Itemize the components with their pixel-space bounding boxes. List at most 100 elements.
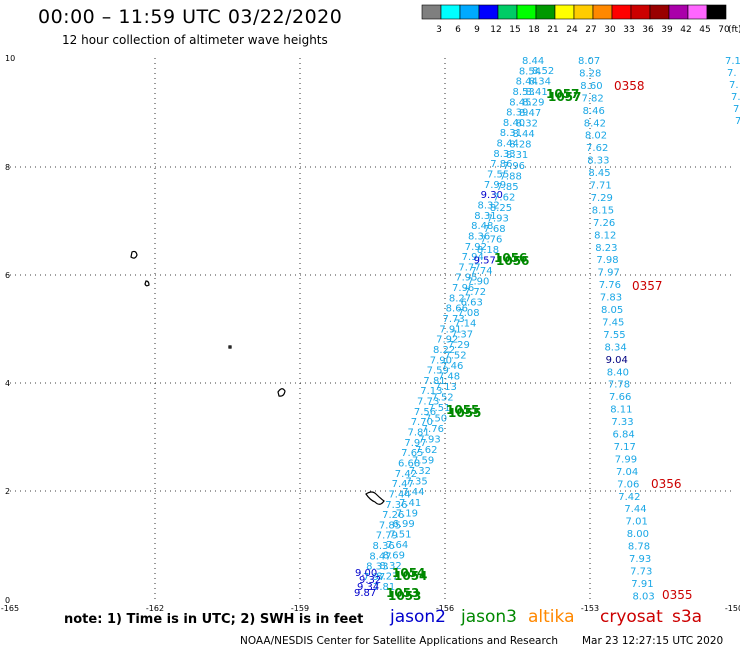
track-swh-label: 7.26	[382, 510, 404, 521]
track-swh-label: 7.62	[493, 192, 515, 203]
jason3-pass-label: 1054	[392, 566, 425, 580]
track-swh-label: 8.44	[516, 77, 538, 88]
jason2-swh-label: 9.00	[355, 568, 377, 579]
track-swh-label: 7.37	[451, 329, 473, 340]
y-tick-label: 6	[5, 271, 10, 280]
island-outline	[144, 280, 150, 287]
edge-swh-label: 7.1	[725, 56, 740, 67]
colorbar-label: 15	[509, 25, 520, 35]
track-swh-label: 8.39	[506, 108, 528, 119]
track-swh-label: 7.08	[457, 308, 479, 319]
column-swh-label: 7.62	[586, 143, 608, 154]
y-tick-label: 0	[5, 596, 10, 605]
track-swh-label: 8.41	[526, 87, 548, 98]
track-swh-label: 7.32	[409, 466, 431, 477]
track-swh-label: 7.74	[470, 266, 492, 277]
column-swh-label: 8.46	[583, 106, 605, 117]
track-swh-label: 7.72	[464, 287, 486, 298]
colorbar-label: 27	[585, 25, 596, 35]
track-swh-label: 7.62	[415, 445, 437, 456]
jason3-pass-label: 1057	[546, 87, 579, 101]
legend-s3a: s3a	[672, 607, 703, 627]
colorbar-swatch	[630, 4, 651, 20]
legend-jason2: jason2	[390, 607, 446, 627]
column-swh-label: 7.82	[581, 93, 603, 104]
colorbar-label: 21	[547, 25, 558, 35]
track-swh-label: 7.59	[427, 366, 449, 377]
track-swh-label: 7.51	[428, 403, 450, 414]
jason2-swh-label: 9.34	[357, 582, 379, 593]
jason3-pass-label: 1055	[448, 406, 481, 420]
track-swh-label: 8.33	[366, 562, 388, 573]
column-swh-label: 8.60	[580, 81, 602, 92]
track-swh-label: 8.36	[468, 231, 490, 242]
track-swh-label: 7.92	[436, 335, 458, 346]
track-swh-label: 6.63	[461, 298, 483, 309]
track-swh-label: 8.22	[433, 345, 455, 356]
colorbar-swatch	[535, 4, 556, 20]
legend-cryosat: cryosat	[600, 607, 663, 627]
column-swh-label: 7.29	[591, 193, 613, 204]
track-swh-label: 7.29	[448, 340, 470, 351]
colorbar-swatch	[554, 4, 575, 20]
island-outline	[277, 388, 286, 397]
jason3-pass-label: 1056	[496, 254, 529, 268]
track-swh-label: 7.73	[443, 314, 465, 325]
jason2-swh-label: 9.32	[359, 575, 381, 586]
column-swh-label: 8.11	[610, 405, 632, 416]
track-swh-label: 6.99	[392, 519, 414, 530]
colorbar-swatch	[459, 4, 480, 20]
colorbar-label: 42	[680, 25, 691, 35]
x-tick-label: -150	[725, 604, 740, 613]
track-swh-label: 8.47	[369, 551, 391, 562]
colorbar-swatch	[687, 4, 708, 20]
colorbar-swatch	[478, 4, 499, 20]
track-swh-label: 7.70	[411, 417, 433, 428]
column-swh-label: 7.97	[598, 268, 620, 279]
track-swh-label: 7.94	[462, 252, 484, 263]
track-swh-label: 8.31	[506, 150, 528, 161]
column-swh-label: 7.78	[608, 380, 630, 391]
column-swh-label: 7.01	[626, 517, 648, 528]
column-swh-label: 7.04	[616, 467, 638, 478]
y-tick-label: 10	[5, 54, 15, 63]
track-swh-label: 8.28	[509, 140, 531, 151]
edge-swh-label: 7.	[729, 80, 739, 91]
track-swh-label: 7.90	[467, 277, 489, 288]
colorbar-label: 45	[699, 25, 710, 35]
track-swh-label: 7.86	[490, 159, 512, 170]
track-swh-label: 7.85	[496, 182, 518, 193]
column-swh-label: 7.83	[600, 293, 622, 304]
track-swh-label: 8.44	[522, 56, 544, 67]
track-swh-label: 7.55	[487, 170, 509, 181]
column-swh-label: 8.28	[579, 68, 601, 79]
track-swh-label: 8.32	[379, 561, 401, 572]
cryosat-pass-label: 0356	[651, 477, 682, 491]
track-swh-label: 8.18	[477, 245, 499, 256]
track-swh-label: 8.33	[493, 149, 515, 160]
track-swh-label: 7.44	[388, 489, 410, 500]
column-swh-label: 7.44	[624, 504, 646, 515]
track-swh-label: 7.81	[373, 582, 395, 593]
track-swh-label: 7.93	[418, 435, 440, 446]
track-swh-label: 7.44	[402, 487, 424, 498]
island-outline	[228, 345, 232, 349]
legend-jason3: jason3	[461, 607, 517, 627]
track-swh-label: 7.50	[425, 414, 447, 425]
colorbar-swatch	[516, 4, 537, 20]
column-swh-label: 7.42	[618, 492, 640, 503]
track-swh-label: 8.52	[532, 66, 554, 77]
x-tick-label: -153	[581, 604, 599, 613]
track-swh-label: 7.59	[412, 456, 434, 467]
track-swh-label: 8.31	[474, 211, 496, 222]
column-swh-label: 7.76	[599, 280, 621, 291]
y-tick-label: 4	[5, 379, 10, 388]
column-swh-label: 7.45	[602, 317, 624, 328]
track-swh-label: 7.65	[401, 448, 423, 459]
colorbar-swatch	[440, 4, 461, 20]
colorbar-label: 9	[474, 25, 480, 35]
column-swh-label: 8.78	[628, 542, 650, 553]
column-swh-label: 6.84	[613, 430, 635, 441]
track-swh-label: 8.25	[490, 203, 512, 214]
column-swh-label: 8.34	[604, 342, 626, 353]
